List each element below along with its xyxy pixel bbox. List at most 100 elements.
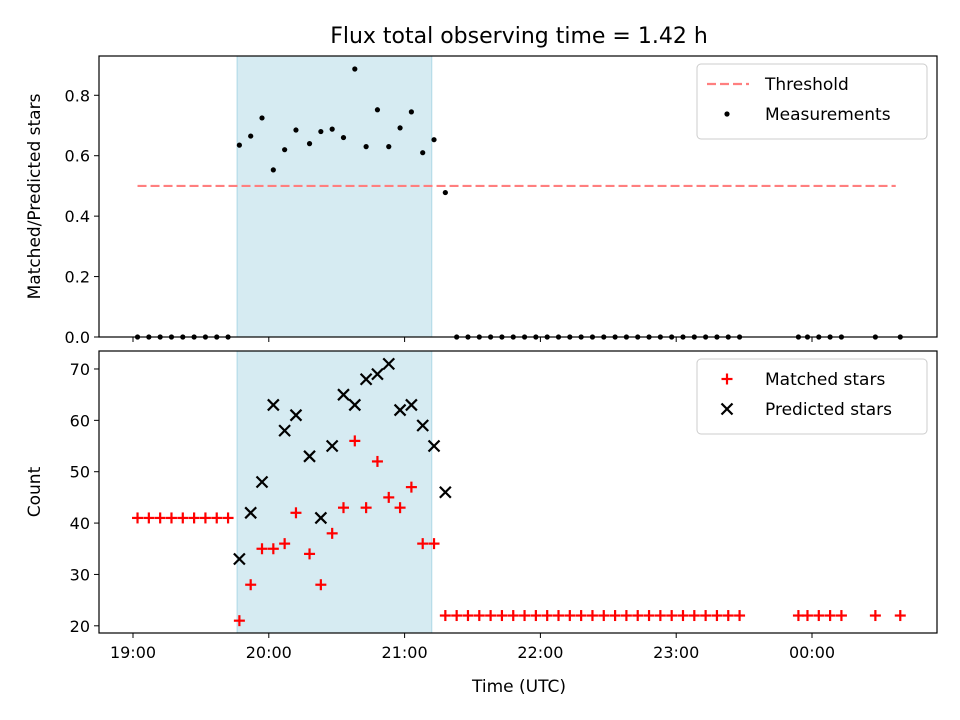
matched-star-marker [598, 610, 610, 622]
matched-star-marker [383, 491, 395, 503]
matched-star-marker [519, 610, 531, 622]
measurement-point [724, 111, 730, 117]
matched-star-marker [451, 610, 463, 622]
predicted-star-marker [244, 506, 257, 520]
matched-star-marker [530, 610, 542, 622]
predicted-star-marker [289, 408, 303, 422]
x-axis-label: Time (UTC) [471, 677, 566, 697]
measurement-point [270, 167, 276, 173]
matched-star-marker [279, 538, 291, 550]
matched-star-marker [721, 373, 733, 385]
measurement-point [259, 115, 265, 121]
measurement-point [352, 66, 358, 72]
predicted-star-marker [405, 398, 418, 412]
measurement-point [293, 127, 299, 133]
measurement-point [306, 141, 313, 147]
matched-star-marker [575, 610, 587, 622]
predicted-star-marker [314, 511, 328, 525]
y-tick-label: 70 [70, 360, 90, 379]
measurement-point [340, 134, 347, 141]
measurement-point [442, 189, 448, 196]
matched-star-marker [245, 579, 257, 591]
legend-label: Predicted stars [765, 400, 892, 420]
predicted-star-marker [393, 403, 407, 417]
predicted-star-marker [267, 398, 280, 412]
matched-star-marker [349, 435, 361, 447]
matched-star-marker [256, 543, 268, 555]
predicted-star-marker [427, 439, 441, 453]
matched-star-marker [199, 512, 211, 524]
legend-label: Measurements [765, 105, 891, 125]
measurement-point [282, 147, 288, 153]
matched-star-marker [813, 610, 825, 622]
matched-star-marker [188, 512, 200, 524]
y-tick-label: 0.4 [65, 207, 90, 226]
legend-box [696, 63, 928, 140]
matched-star-marker [869, 610, 881, 622]
y-tick-label: 60 [70, 411, 90, 430]
matched-star-marker [496, 610, 508, 622]
series-matched-stars [132, 435, 906, 627]
matched-star-marker [654, 610, 666, 622]
axes-frame [98, 350, 938, 634]
predicted-star-marker [337, 388, 350, 401]
matched-star-marker [609, 610, 621, 622]
measurement-point [408, 109, 414, 115]
x-tick-label: 23:00 [653, 643, 699, 662]
measurement-point [386, 144, 392, 150]
measurement-point [318, 128, 324, 135]
top-panel: 0.0 0.2 0.4 0.6 0.8 Matched/Predicted stars Th… [25, 55, 938, 347]
matched-star-marker [315, 579, 327, 591]
legend: Threshold Measurements [696, 63, 928, 140]
predicted-star-marker [720, 402, 734, 416]
predicted-star-marker [348, 398, 362, 412]
measurement-point [397, 125, 403, 131]
matched-star-marker [462, 610, 474, 622]
matched-star-marker [233, 615, 245, 627]
matched-star-marker [304, 548, 316, 560]
matched-star-marker [507, 610, 519, 622]
bottom-panel: 20 30 40 50 60 70 19:00 20:00 21:00 22:00 23:00 00:… [25, 350, 938, 662]
predicted-star-marker [278, 424, 291, 437]
matched-star-marker [620, 610, 632, 622]
legend: Matched stars Predicted stars [696, 358, 928, 435]
predicted-star-marker [359, 372, 373, 386]
matched-star-marker [688, 610, 700, 622]
y-tick-label: 0.6 [65, 147, 90, 166]
matched-star-marker [711, 610, 723, 622]
measurement-point [329, 126, 335, 132]
matched-star-marker [417, 538, 429, 550]
observing-window-shade [236, 55, 433, 338]
matched-star-marker [177, 512, 189, 524]
matched-star-marker [132, 512, 144, 524]
matched-star-marker [700, 610, 712, 622]
x-tick-label: 00:00 [789, 643, 835, 662]
matched-star-marker [677, 610, 689, 622]
predicted-star-marker [303, 450, 316, 463]
matched-star-marker [586, 610, 598, 622]
measurement-point [236, 142, 242, 148]
matched-star-marker [165, 512, 177, 524]
y-tick-label: 0.8 [65, 86, 90, 105]
predicted-star-marker [233, 552, 246, 566]
matched-star-marker [428, 538, 440, 550]
matched-star-marker [211, 512, 223, 524]
matched-star-marker [801, 610, 813, 622]
matched-star-marker [643, 610, 655, 622]
measurement-point [431, 137, 437, 143]
matched-star-marker [485, 610, 497, 622]
matched-star-marker [143, 512, 155, 524]
matched-star-marker [632, 610, 644, 622]
matched-star-marker [824, 610, 836, 622]
matched-star-marker [267, 543, 279, 555]
measurement-point [374, 107, 381, 113]
x-tick-label: 19:00 [110, 643, 156, 662]
matched-star-marker [541, 610, 553, 622]
predicted-star-marker [325, 439, 339, 453]
predicted-star-marker [255, 475, 269, 489]
matched-star-marker [564, 610, 576, 622]
measurement-point [420, 150, 426, 156]
predicted-star-marker [416, 419, 429, 432]
legend-box [696, 358, 928, 435]
